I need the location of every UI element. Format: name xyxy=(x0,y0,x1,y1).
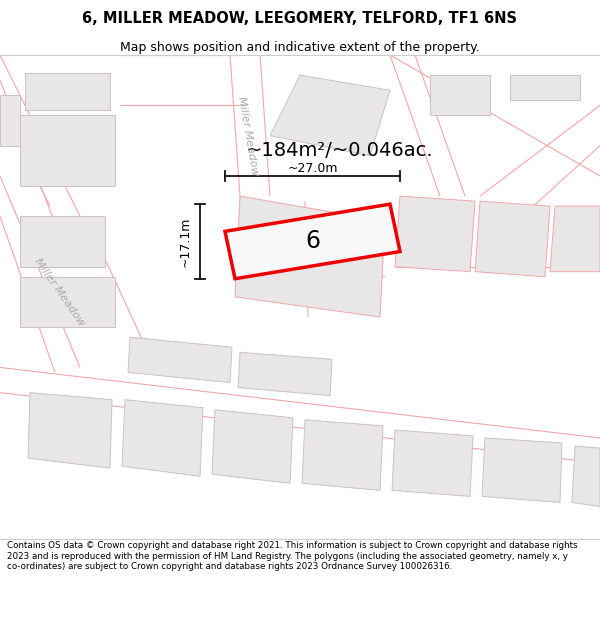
Text: Miller Meadow: Miller Meadow xyxy=(33,256,87,328)
Polygon shape xyxy=(235,196,385,317)
Polygon shape xyxy=(20,116,115,186)
Text: ~184m²/~0.046ac.: ~184m²/~0.046ac. xyxy=(246,141,434,160)
Polygon shape xyxy=(395,196,475,272)
Polygon shape xyxy=(238,352,332,396)
Text: Miller Meadow: Miller Meadow xyxy=(236,95,260,176)
Polygon shape xyxy=(0,95,20,146)
Polygon shape xyxy=(25,73,110,111)
Polygon shape xyxy=(550,206,600,272)
Polygon shape xyxy=(510,75,580,101)
Text: 6, MILLER MEADOW, LEEGOMERY, TELFORD, TF1 6NS: 6, MILLER MEADOW, LEEGOMERY, TELFORD, TF… xyxy=(83,11,517,26)
Polygon shape xyxy=(20,216,105,267)
Text: Contains OS data © Crown copyright and database right 2021. This information is : Contains OS data © Crown copyright and d… xyxy=(7,541,578,571)
Text: ~27.0m: ~27.0m xyxy=(287,162,338,175)
Polygon shape xyxy=(572,446,600,506)
Polygon shape xyxy=(122,399,203,476)
Polygon shape xyxy=(482,438,562,503)
Text: Map shows position and indicative extent of the property.: Map shows position and indicative extent… xyxy=(120,41,480,54)
Polygon shape xyxy=(225,204,400,279)
Polygon shape xyxy=(302,420,383,491)
Polygon shape xyxy=(128,338,232,382)
Polygon shape xyxy=(392,430,473,496)
Polygon shape xyxy=(28,392,112,468)
Polygon shape xyxy=(20,277,115,327)
Polygon shape xyxy=(475,201,550,277)
Polygon shape xyxy=(270,75,390,156)
Text: 6: 6 xyxy=(305,229,320,254)
Text: ~17.1m: ~17.1m xyxy=(179,216,192,267)
Polygon shape xyxy=(430,75,490,116)
Polygon shape xyxy=(212,410,293,483)
